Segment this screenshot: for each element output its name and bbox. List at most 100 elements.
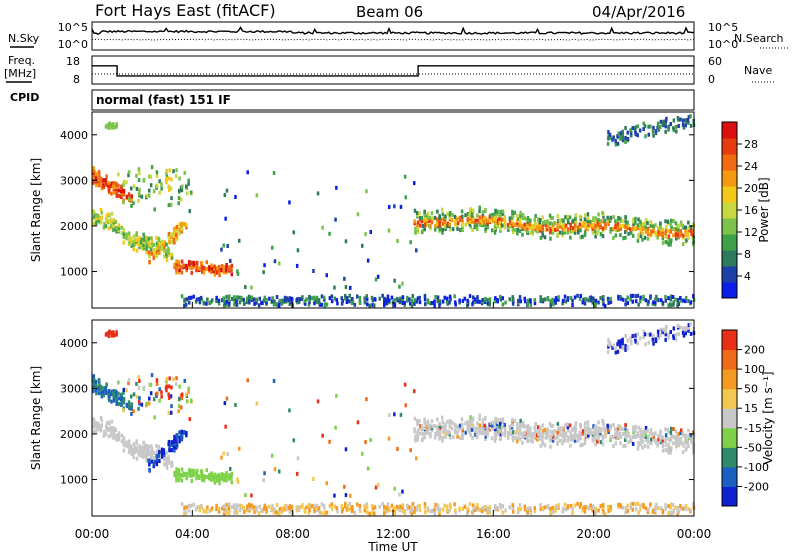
power-cell [128, 231, 131, 236]
power-cell [556, 225, 559, 230]
power-cell [177, 196, 181, 201]
power-cell [180, 226, 183, 230]
velocity-cell [503, 429, 507, 434]
power-cell [177, 270, 181, 275]
velocity-cell [592, 424, 595, 429]
power-cell [549, 236, 552, 241]
power-cell [368, 303, 371, 308]
velocity-cell [135, 394, 139, 399]
power-cell [187, 296, 191, 300]
power-cell [97, 214, 100, 218]
velocity-cell [343, 484, 346, 489]
velocity-cell [586, 420, 590, 425]
power-cell [255, 193, 259, 198]
velocity-cell [524, 507, 527, 512]
power-cell [458, 298, 461, 303]
velocity-cell [102, 386, 105, 391]
velocity-cell [180, 429, 184, 434]
power-cell [476, 297, 479, 302]
power-cell [441, 217, 444, 222]
velocity-cell [390, 503, 394, 508]
velocity-cell [172, 444, 176, 449]
velocity-cell [409, 448, 412, 453]
power-cell [122, 228, 126, 232]
velocity-cell [411, 508, 414, 513]
velocity-colorbar-label-0: 200 [744, 344, 765, 357]
power-cell [428, 219, 431, 224]
velocity-cell [190, 478, 194, 483]
velocity-cell [568, 423, 572, 428]
velocity-cell [237, 503, 241, 508]
power-cell [511, 301, 515, 306]
power-cell [646, 230, 650, 235]
power-cell [631, 233, 635, 238]
power-cell [661, 234, 665, 239]
power-cell [178, 176, 181, 181]
velocity-cell [446, 419, 449, 424]
power-cell [257, 303, 261, 308]
power-cell [245, 300, 249, 305]
power-cell [235, 300, 238, 305]
power-cell [453, 214, 457, 219]
velocity-cell [438, 511, 441, 516]
velocity-cell [152, 397, 156, 402]
velocity-cell [345, 504, 349, 509]
velocity-cell [414, 437, 417, 442]
power-cell [125, 236, 128, 241]
power-cell [386, 296, 390, 301]
power-cell [190, 270, 194, 275]
power-cell [676, 300, 680, 305]
power-cell [92, 209, 95, 214]
velocity-cell [168, 395, 171, 400]
power-cell [636, 124, 639, 129]
power-cell [501, 211, 505, 216]
velocity-cell [188, 468, 191, 472]
velocity-cell [637, 425, 640, 430]
velocity-cell [383, 511, 386, 516]
velocity-cell [340, 504, 344, 509]
power-cell [102, 178, 105, 183]
power-cell [223, 301, 227, 306]
velocity-cell [228, 502, 231, 507]
velocity-cell [598, 429, 602, 434]
power-cell [539, 295, 542, 300]
power-cell [456, 217, 459, 222]
velocity-cell [501, 510, 505, 515]
velocity-cell [654, 505, 658, 510]
velocity-cell [659, 429, 662, 434]
velocity-cell [107, 434, 111, 439]
power-cell [330, 294, 334, 299]
velocity-cell [501, 425, 504, 430]
power-cell [657, 127, 661, 132]
velocity-cell [499, 432, 503, 437]
velocity-cell [549, 423, 553, 428]
power-cell [441, 227, 445, 232]
velocity-cell [512, 430, 515, 435]
power-cell [208, 265, 211, 270]
power-cell [170, 255, 174, 260]
power-cell [612, 215, 615, 220]
power-colorbar-swatch-10 [722, 122, 737, 139]
velocity-cell [414, 434, 417, 439]
power-cell [426, 298, 430, 303]
velocity-cell [178, 384, 181, 389]
power-cell [644, 217, 648, 222]
power-colorbar-swatch-0 [722, 282, 737, 299]
power-cell [175, 262, 178, 267]
velocity-cell [278, 506, 282, 511]
power-cell [441, 299, 445, 304]
power-cell [260, 300, 263, 305]
power-cell [122, 182, 125, 187]
velocity-cell [551, 423, 555, 428]
velocity-cell [621, 505, 625, 510]
velocity-cell [559, 432, 562, 437]
velocity-cell [430, 419, 434, 424]
power-colorbar-label-4: 20 [744, 182, 758, 195]
velocity-cell [448, 430, 452, 435]
velocity-cell [597, 436, 600, 441]
velocity-cell [236, 477, 239, 482]
velocity-cell [494, 427, 497, 432]
velocity-cell [634, 339, 637, 344]
power-cell [526, 226, 529, 231]
